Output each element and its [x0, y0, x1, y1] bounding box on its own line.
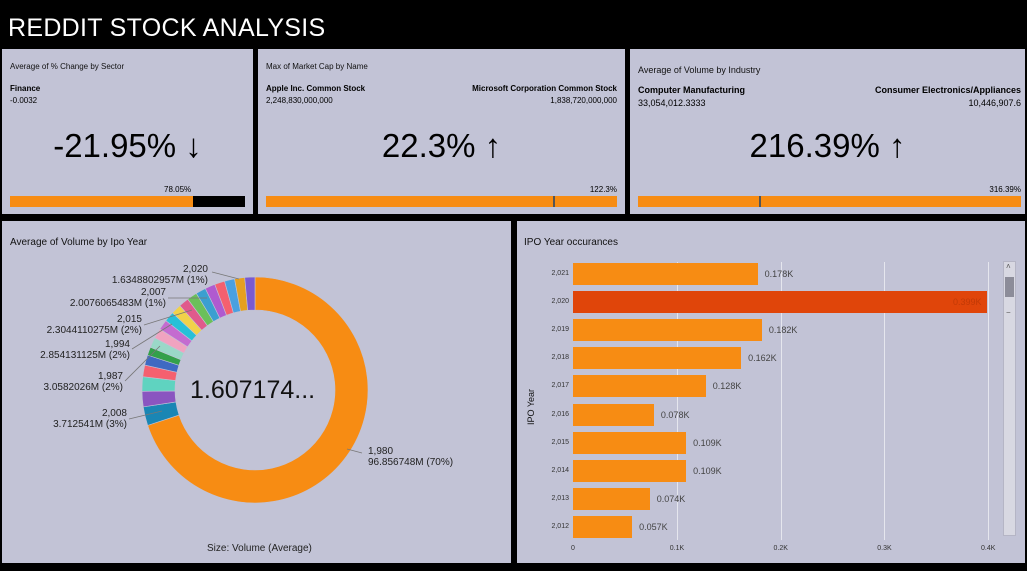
kpi-bar-percent: 316.39% — [989, 185, 1021, 194]
donut-label-2008: 2,008 3.712541M (3%) — [2, 408, 127, 430]
kpi-title: Max of Market Cap by Name — [266, 62, 368, 71]
kpi-card-volume[interactable]: Average of Volume by Industry Computer M… — [630, 49, 1025, 214]
donut-panel[interactable]: Average of Volume by Ipo Year 1.607174..… — [2, 221, 511, 563]
label-value: 2.0076065483M (1%) — [69, 298, 166, 309]
label-year: 1,994 — [104, 339, 130, 350]
kpi-left-value: -0.0032 — [10, 96, 38, 105]
leader-line — [131, 323, 173, 350]
donut-label-2015: 2,015 2.3044110275M (2%) — [2, 314, 142, 336]
leader-line — [128, 410, 163, 420]
y-axis-title: IPO Year — [526, 388, 536, 425]
donut-caption: Size: Volume (Average) — [207, 543, 312, 554]
kpi-right-label: Microsoft Corporation Common Stock — [472, 84, 617, 93]
ipo-bar-panel[interactable]: IPO Year occurances — [517, 221, 1025, 563]
kpi-bar-percent: 78.05% — [164, 185, 192, 194]
label-value: 96.856748M (70%) — [368, 457, 454, 468]
scroll-up-icon[interactable]: ˄ — [1006, 262, 1011, 271]
dashboard-title: REDDIT STOCK ANALYSIS — [8, 14, 326, 42]
donut-label-1980: 1,980 96.856748M (70%) — [368, 446, 453, 468]
kpi-big-value: 22.3% ↑ — [381, 127, 502, 164]
kpi-big-value: -21.95% ↓ — [53, 127, 202, 164]
kpi-right-value: 1,838,720,000,000 — [550, 96, 617, 105]
scroll-thumb[interactable] — [1005, 277, 1014, 297]
label-value: 2.854131125M (2%) — [40, 350, 130, 361]
label-year: 2,015 — [116, 314, 142, 325]
label-value: 2.3044110275M (2%) — [46, 325, 142, 336]
kpi-left-label: Computer Manufacturing — [638, 85, 745, 95]
chart-scrollbar[interactable]: ˄ − — [1003, 261, 1016, 536]
leader-line — [211, 271, 240, 280]
kpi-left-label: Apple Inc. Common Stock — [266, 84, 366, 93]
kpi-progress-bar — [10, 196, 245, 207]
label-value: 3.712541M (3%) — [53, 419, 127, 430]
label-year: 2,007 — [140, 287, 166, 298]
donut-label-2007: 2,007 2.0076065483M (1%) — [20, 287, 166, 309]
donut-label-2020: 2,020 1.6348802957M (1%) — [62, 264, 208, 286]
leader-line — [346, 448, 363, 454]
donut-center-value: 1.607174... — [190, 376, 316, 404]
donut-label-1987: 1,987 3.0582026M (2%) — [2, 371, 124, 393]
label-value: 3.0582026M (2%) — [43, 382, 124, 393]
title-bar: REDDIT STOCK ANALYSIS — [0, 0, 1027, 47]
kpi-left-label: Finance — [10, 84, 41, 93]
kpi-progress-bar — [266, 196, 617, 207]
slice-other-13[interactable] — [244, 276, 256, 311]
label-year: 1,980 — [368, 446, 394, 457]
kpi-card-market-cap[interactable]: Max of Market Cap by Name Apple Inc. Com… — [258, 49, 625, 214]
donut-label-1994: 1,994 2.854131125M (2%) — [2, 339, 130, 361]
label-year: 2,008 — [101, 408, 127, 419]
label-value: 1.6348802957M (1%) — [111, 275, 208, 286]
slice-1980[interactable] — [147, 276, 369, 504]
kpi-target-marker — [759, 196, 762, 207]
kpi-target-marker — [553, 196, 555, 207]
leader-line — [143, 309, 193, 326]
scroll-down-icon[interactable]: − — [1006, 308, 1011, 317]
leader-line — [124, 345, 161, 382]
kpi-title: Average of % Change by Sector — [10, 62, 125, 71]
kpi-right-label: Consumer Electronics/Appliances — [874, 85, 1021, 95]
kpi-progress-bar — [638, 196, 1021, 207]
kpi-title: Average of Volume by Industry — [638, 65, 761, 75]
kpi-progress-remainder — [193, 196, 245, 207]
donut-title: Average of Volume by Ipo Year — [10, 237, 148, 248]
kpi-left-value: 2,248,830,000,000 — [266, 96, 333, 105]
label-year: 2,020 — [182, 264, 208, 275]
kpi-bar-percent: 122.3% — [589, 185, 617, 194]
kpi-left-value: 33,054,012.3333 — [638, 98, 706, 108]
kpi-card-sector[interactable]: Average of % Change by Sector Finance -0… — [2, 49, 253, 214]
label-year: 1,987 — [97, 371, 123, 382]
kpi-right-value: 10,446,907.6 — [968, 98, 1021, 108]
kpi-big-value: 216.39% ↑ — [749, 127, 906, 164]
donut-chart[interactable] — [2, 221, 511, 563]
ipo-chart-title: IPO Year occurances — [524, 237, 618, 248]
